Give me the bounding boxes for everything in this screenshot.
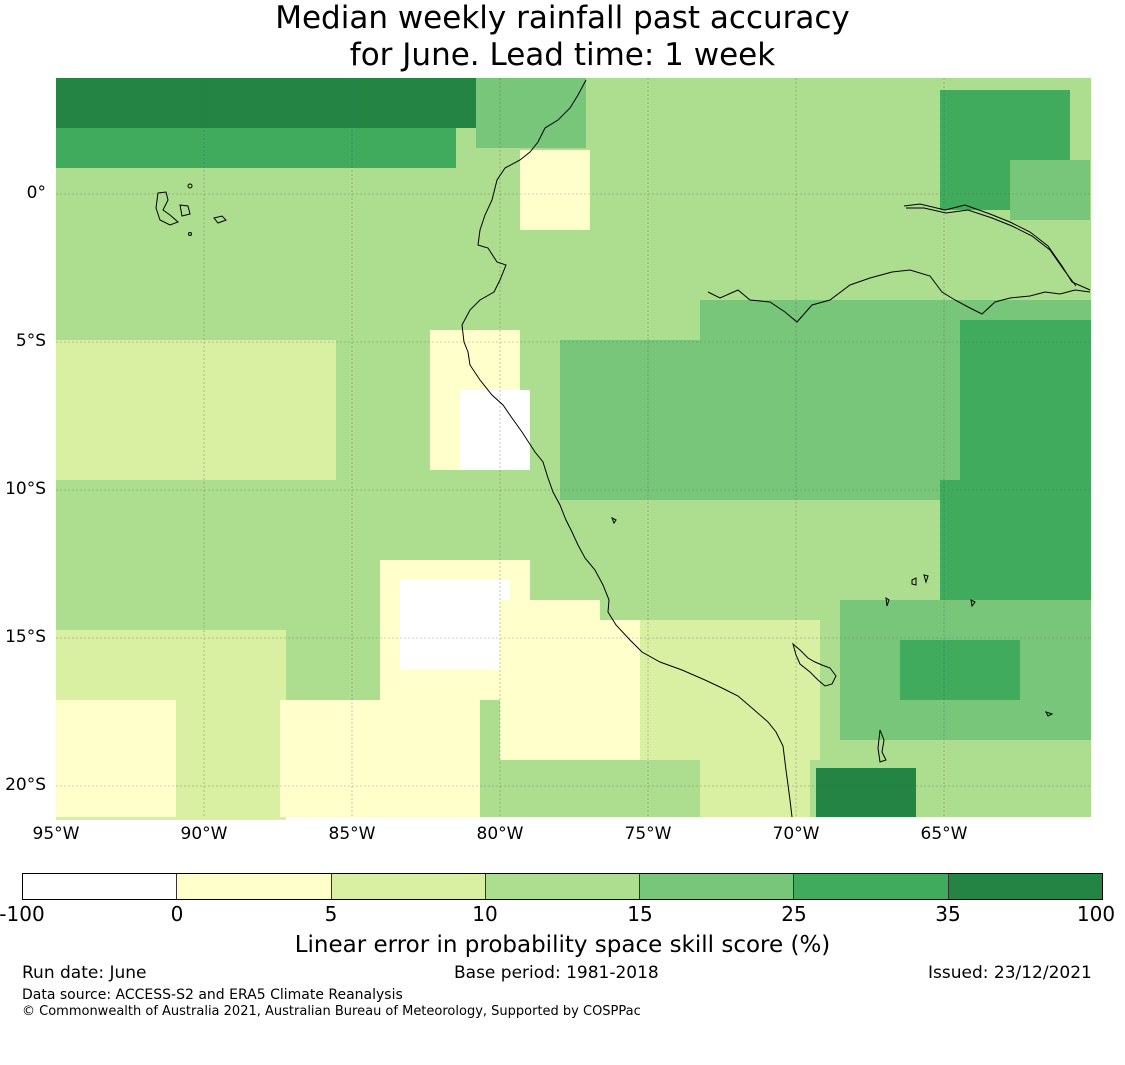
map-cell — [1010, 160, 1090, 220]
map-cell — [940, 480, 1091, 620]
map-cell — [900, 640, 1020, 700]
map-cell — [56, 128, 456, 168]
colorbar-tick: 15 — [627, 902, 653, 926]
colorbar-bin-7 — [948, 874, 1102, 899]
colorbar-tick: 25 — [781, 902, 807, 926]
map-cells — [56, 78, 1091, 820]
copyright: © Commonwealth of Australia 2021, Austra… — [22, 1004, 641, 1019]
lon-label-65w: 65°W — [920, 824, 968, 844]
lon-label-70w: 70°W — [772, 824, 820, 844]
coastline — [461, 79, 793, 818]
colorbar-tick: -100 — [0, 902, 45, 926]
lon-label-80w: 80°W — [476, 824, 524, 844]
colorbar-tick: 5 — [324, 902, 338, 926]
lat-label-0: 0° — [26, 183, 46, 203]
colorbar-tick: 35 — [935, 902, 961, 926]
map-title-line2: for June. Lead time: 1 week — [349, 37, 776, 73]
lat-label-5s: 5°S — [15, 331, 46, 351]
map-cell — [56, 78, 476, 128]
data-source: Data source: ACCESS-S2 and ERA5 Climate … — [22, 987, 403, 1003]
map-title: Median weekly rainfall past accuracy for… — [0, 0, 1125, 74]
colorbar — [22, 873, 1103, 900]
galapagos-islands — [155, 183, 227, 236]
map-cell — [460, 390, 530, 470]
map-cell — [700, 740, 810, 817]
map-cell — [56, 700, 176, 817]
colorbar-bin-4 — [485, 874, 641, 899]
lon-label-95w: 95°W — [32, 824, 80, 844]
lat-label-10s: 10°S — [5, 479, 46, 499]
amazon-river — [707, 203, 1091, 323]
map-cell — [520, 150, 590, 230]
map-cell — [400, 580, 510, 670]
inland-lakes — [611, 516, 1054, 763]
map-cell — [600, 500, 820, 620]
lat-label-20s: 20°S — [5, 775, 46, 795]
map-cell — [816, 768, 916, 817]
map-cell — [640, 620, 820, 760]
map-cell — [280, 700, 480, 817]
colorbar-bin-5 — [640, 874, 795, 899]
issued-date: Issued: 23/12/2021 — [928, 963, 1092, 983]
colorbar-bin-1 — [23, 874, 178, 899]
lon-label-75w: 75°W — [624, 824, 672, 844]
map-cell — [500, 600, 640, 760]
colorbar-bin-3 — [331, 874, 486, 899]
lat-label-15s: 15°S — [5, 627, 46, 647]
map-cell — [56, 340, 336, 480]
map-cell — [56, 480, 306, 630]
base-period: Base period: 1981-2018 — [454, 963, 659, 983]
map-gridlines — [56, 78, 1091, 817]
map-title-line1: Median weekly rainfall past accuracy — [275, 0, 850, 36]
colorbar-tick: 100 — [1076, 902, 1116, 926]
map-cell — [56, 200, 376, 340]
run-date: Run date: June — [22, 963, 147, 983]
colorbar-tick: 0 — [170, 902, 184, 926]
map-cell — [560, 340, 700, 500]
colorbar-bin-6 — [794, 874, 949, 899]
skill-score-map — [56, 78, 1091, 820]
colorbar-label: Linear error in probability space skill … — [294, 932, 831, 958]
colorbar-tick: 10 — [472, 902, 498, 926]
lon-label-85w: 85°W — [328, 824, 376, 844]
lon-label-90w: 90°W — [180, 824, 228, 844]
colorbar-bin-2 — [177, 874, 332, 899]
lake-titicaca — [792, 642, 837, 687]
map-cell — [476, 78, 586, 148]
